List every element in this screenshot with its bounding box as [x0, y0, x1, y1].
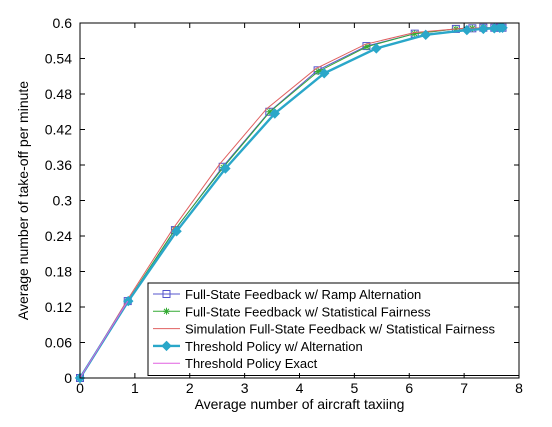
legend-background-layer — [147, 282, 520, 376]
y-tick-label: 0.6 — [53, 15, 73, 31]
x-tick-label: 2 — [186, 380, 194, 396]
data-point — [478, 23, 489, 35]
legend-swatch-marker — [163, 307, 170, 315]
series-line — [79, 27, 503, 379]
ticks-layer: 0 1 2 3 4 5 6 7 8 0 0.06 0.12 0.18 0.24 0.3 0.36 0.42 0.4… — [45, 15, 523, 396]
x-axis-label: Average number of aircraft taxiing — [195, 396, 405, 412]
y-tick-label: 0 — [64, 370, 72, 386]
x-tick-label: 1 — [131, 380, 139, 396]
data-point — [371, 43, 382, 54]
x-tick-label: 6 — [405, 380, 413, 396]
legend-label: Threshold Policy Exact — [185, 356, 318, 371]
star-stroke — [163, 308, 170, 315]
data-point — [363, 43, 371, 51]
legend-item: Full-State Feedback w/ Ramp Alternation — [153, 287, 421, 302]
star-stroke — [315, 68, 321, 75]
data-point — [318, 68, 330, 79]
series-2 — [79, 27, 503, 379]
y-tick-label: 0.24 — [45, 228, 72, 244]
y-tick-label: 0.36 — [45, 157, 72, 173]
legend-label: Full-State Feedback w/ Ramp Alternation — [185, 287, 421, 302]
data-point — [220, 163, 231, 174]
x-tick-label: 8 — [515, 380, 523, 396]
star-stroke — [364, 43, 370, 50]
x-tick-label: 0 — [76, 380, 84, 396]
series-4 — [79, 300, 129, 379]
data-point — [269, 108, 281, 119]
legend-item: Simulation Full-State Feedback w/ Statis… — [153, 322, 495, 337]
legend-item: Threshold Policy w/ Alternation — [153, 339, 363, 354]
legend-box — [147, 282, 520, 376]
series-layer — [74, 22, 508, 384]
y-tick-label: 0.3 — [53, 193, 73, 209]
series-line — [79, 300, 129, 379]
data-point — [171, 226, 182, 237]
data-point — [420, 29, 431, 41]
legend-label: Threshold Policy w/ Alternation — [185, 339, 363, 354]
legend-item: Threshold Policy Exact — [153, 356, 318, 371]
y-tick-label: 0.54 — [45, 51, 72, 67]
y-tick-label: 0.12 — [45, 299, 72, 315]
data-point — [497, 22, 508, 33]
legend: Full-State Feedback w/ Ramp Alternation F… — [153, 287, 495, 371]
x-tick-label: 7 — [460, 380, 468, 396]
legend-label: Simulation Full-State Feedback w/ Statis… — [185, 322, 495, 337]
x-tick-label: 4 — [296, 380, 304, 396]
legend-label: Full-State Feedback w/ Statistical Fairn… — [185, 304, 431, 319]
star-stroke — [267, 108, 273, 115]
y-tick-label: 0.42 — [45, 122, 72, 138]
y-axis-label: Average number of take-off per minute — [15, 81, 31, 320]
legend-swatch-marker — [162, 290, 171, 298]
y-tick-label: 0.18 — [45, 264, 72, 280]
x-tick-label: 3 — [241, 380, 249, 396]
y-tick-label: 0.06 — [45, 335, 72, 351]
series-3 — [74, 22, 508, 384]
legend-item: Full-State Feedback w/ Statistical Fairn… — [153, 304, 431, 319]
x-tick-label: 5 — [350, 380, 358, 396]
y-tick-label: 0.48 — [45, 86, 72, 102]
legend-swatch-marker — [161, 340, 172, 352]
